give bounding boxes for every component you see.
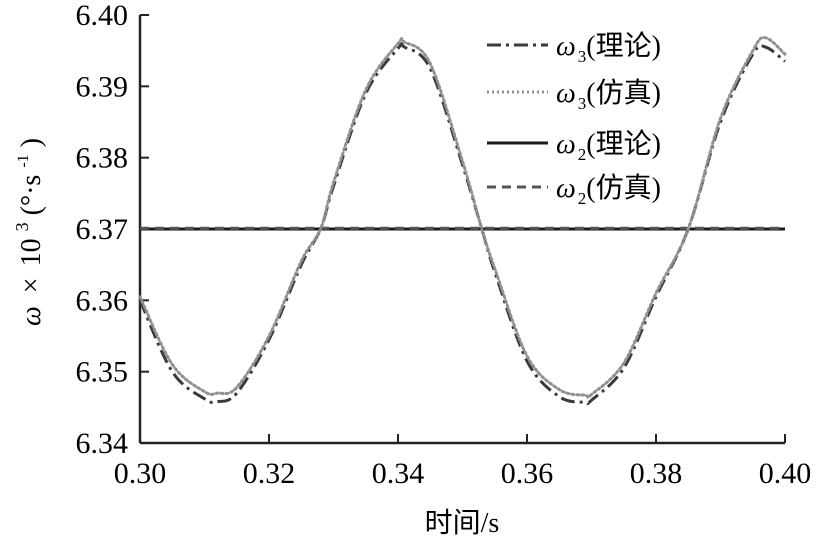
x-tick-label: 0.36 [501, 457, 554, 490]
legend-label: ω 2(仿真) [556, 172, 661, 208]
y-axis-title: ω × 10 3 (°·s -1 ) [4, 138, 47, 326]
y-axis-base: 10 [16, 238, 47, 266]
legend-label: ω 3(理论) [556, 30, 661, 66]
y-tick-label: 6.36 [76, 284, 129, 317]
x-tick-label: 0.32 [243, 457, 296, 490]
y-axis-unit-open: (°·s [16, 175, 47, 216]
series-line-3-dashdot [138, 42, 786, 406]
x-tick-label: 0.30 [114, 457, 167, 490]
x-tick-label: 0.34 [372, 457, 425, 490]
y-axis-symbol: ω [16, 306, 47, 326]
y-tick-label: 6.39 [76, 70, 129, 103]
y-tick-label: 6.37 [76, 213, 129, 246]
legend-label: ω 3(仿真) [556, 77, 661, 113]
y-tick-label: 6.38 [76, 142, 129, 175]
y-tick-label: 6.35 [76, 356, 129, 389]
axis-tick-labels: 6.34 6.35 6.36 6.37 6.38 6.39 6.40 0.30 0.32 0.34… [76, 0, 812, 490]
legend-label: ω 2(理论) [556, 128, 661, 164]
legend: ω 3(理论) ω 3(仿真) ω 2(理论) ω 2(仿真) [487, 30, 661, 208]
x-tick-label: 0.38 [630, 457, 683, 490]
y-tick-label: 6.34 [76, 427, 129, 460]
y-axis-exponent: 3 [12, 222, 32, 231]
y-axis-times: × [16, 277, 47, 293]
x-tick-label: 0.40 [759, 457, 812, 490]
y-axis-unit-exponent: -1 [15, 154, 32, 167]
plot-series [138, 36, 787, 406]
y-tick-label: 6.40 [76, 0, 129, 32]
y-axis-unit-close: ) [16, 138, 47, 147]
x-axis-title: 时间/s [425, 507, 500, 538]
series-line-3-dotted [138, 36, 787, 399]
